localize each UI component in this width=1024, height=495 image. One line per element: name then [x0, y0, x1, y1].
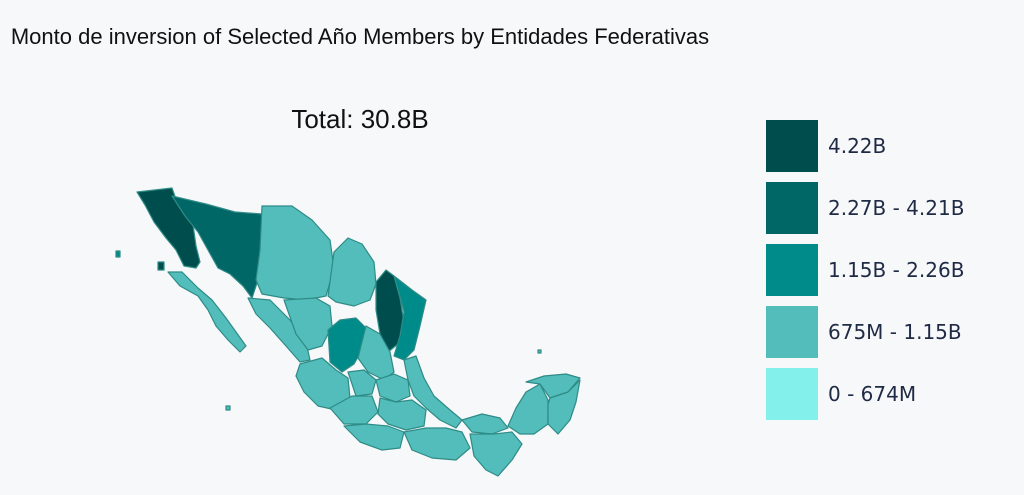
- island-cedros: [157, 261, 165, 271]
- state-chihuahua[interactable]: [255, 205, 335, 301]
- state-quintana-roo[interactable]: [547, 379, 581, 435]
- legend-swatch-3: [766, 244, 818, 296]
- state-campeche[interactable]: [507, 383, 549, 435]
- state-hidalgo-queretaro[interactable]: [375, 373, 411, 403]
- state-sonora[interactable]: [171, 195, 263, 299]
- state-sinaloa[interactable]: [247, 297, 311, 363]
- state-chiapas[interactable]: [469, 431, 523, 477]
- chart-title: Monto de inversion of Selected Año Membe…: [10, 24, 710, 49]
- island-revillagigedo: [225, 405, 231, 411]
- state-mexico-puebla[interactable]: [377, 397, 427, 431]
- legend-swatch-4: [766, 306, 818, 358]
- legend-label-3: 1.15B - 2.26B: [828, 258, 965, 282]
- state-zacatecas[interactable]: [327, 317, 367, 373]
- legend-label-4: 675M - 1.15B: [828, 320, 962, 344]
- state-coahuila[interactable]: [327, 237, 377, 307]
- legend-label-1: 4.22B: [828, 134, 887, 158]
- state-veracruz[interactable]: [403, 355, 463, 429]
- legend-label-5: 0 - 674M: [828, 382, 917, 406]
- state-tabasco[interactable]: [461, 413, 509, 435]
- island-guadalupe: [115, 250, 121, 258]
- mexico-map: [115, 187, 581, 477]
- legend-label-2: 2.27B - 4.21B: [828, 196, 965, 220]
- state-guerrero[interactable]: [343, 423, 405, 451]
- legend-swatch-2: [766, 182, 818, 234]
- island-east: [537, 349, 542, 354]
- total-value: Total: 30.8B: [291, 104, 429, 134]
- state-guanajuato[interactable]: [347, 369, 377, 397]
- state-oaxaca[interactable]: [403, 427, 471, 461]
- state-durango[interactable]: [283, 297, 333, 351]
- legend-swatch-1: [766, 120, 818, 172]
- state-baja-california-sur[interactable]: [167, 271, 247, 353]
- legend-swatch-5: [766, 368, 818, 420]
